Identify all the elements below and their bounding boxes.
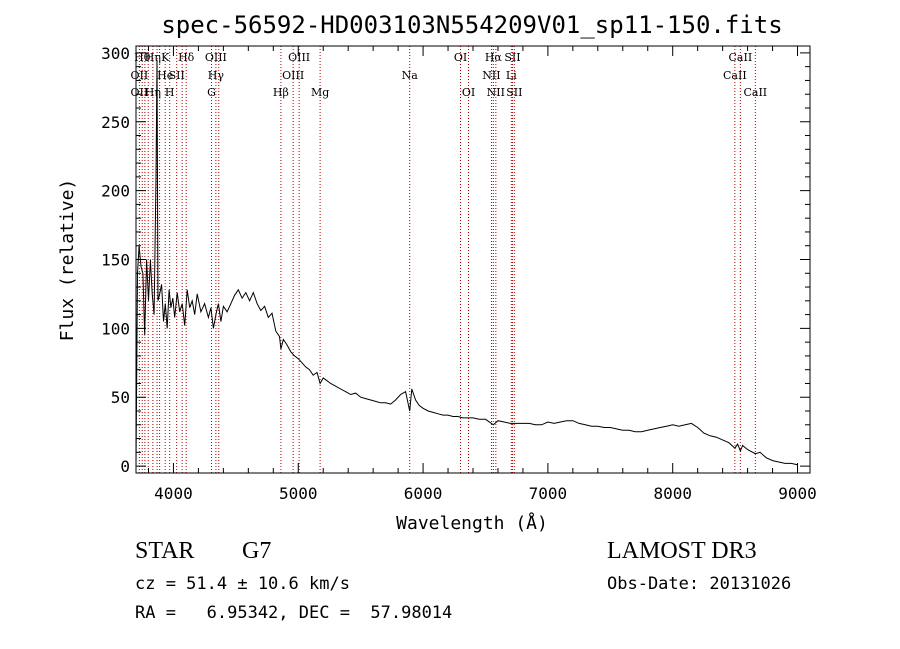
- y-tick-label: 300: [101, 44, 130, 63]
- y-axis-label: Flux (relative): [57, 179, 78, 342]
- line-label: OIII: [282, 69, 304, 82]
- line-label: Hβ: [273, 86, 289, 99]
- spectral-line-labels: OIIOIIHθHηHηKHeHSIIHδGOIIIHγHβOIIIOIIIMg…: [131, 51, 768, 99]
- line-label: CaII: [743, 86, 767, 99]
- x-tick-label: 6000: [404, 484, 443, 503]
- line-label: NII: [487, 86, 505, 99]
- spectrum-series: [135, 59, 798, 467]
- line-label: Hθ: [134, 51, 151, 64]
- x-tick-label: 5000: [279, 484, 318, 503]
- line-label: Hδ: [178, 51, 195, 64]
- line-label: NII: [482, 69, 500, 82]
- x-axis: 4000 5000 6000 7000 8000 9000: [147, 46, 817, 503]
- line-label: H: [165, 86, 175, 99]
- y-tick-label: 100: [101, 319, 130, 338]
- y-tick-label: 200: [101, 182, 130, 201]
- line-label: OI: [454, 51, 467, 64]
- y-axis: 0 50 100 150 200 250 300: [101, 44, 810, 476]
- y-tick-label: 150: [101, 251, 130, 270]
- line-label: G: [207, 86, 216, 99]
- line-label: Hη: [145, 51, 161, 64]
- spectrum-line: [135, 59, 798, 467]
- line-label: Hγ: [208, 69, 225, 82]
- line-label: CaII: [723, 69, 747, 82]
- line-label: OI: [462, 86, 475, 99]
- line-label: Hη: [145, 86, 161, 99]
- y-tick-label: 50: [111, 388, 130, 407]
- obs-date: Obs-Date: 20131026: [607, 574, 792, 594]
- line-label: Hα: [485, 51, 503, 64]
- line-label: CaII: [729, 51, 753, 64]
- y-tick-label: 0: [120, 457, 130, 476]
- survey-name: LAMOST DR3: [607, 538, 757, 564]
- line-label: Li: [506, 69, 517, 82]
- x-tick-label: 7000: [529, 484, 568, 503]
- line-label: SII: [504, 51, 520, 64]
- line-label: OII: [131, 69, 149, 82]
- line-label: SII: [506, 86, 522, 99]
- chart-title: spec-56592-HD003103N554209V01_sp11-150.f…: [161, 11, 782, 39]
- plot-frame: [135, 45, 811, 474]
- line-label: K: [161, 51, 170, 64]
- line-label: Na: [402, 69, 419, 82]
- object-subclass: G7: [242, 538, 272, 564]
- x-tick-label: 4000: [154, 484, 193, 503]
- line-label: OII: [131, 86, 149, 99]
- x-tick-label: 9000: [778, 484, 817, 503]
- line-label: He: [157, 69, 173, 82]
- line-label: SII: [169, 69, 185, 82]
- redshift-text: cz = 51.4 ± 10.6 km/s: [135, 574, 350, 594]
- line-label: OIII: [205, 51, 227, 64]
- x-axis-label: Wavelength (Å): [396, 512, 548, 534]
- line-label: Mg: [311, 86, 329, 99]
- y-tick-label: 250: [101, 113, 130, 132]
- object-class: STAR: [135, 538, 195, 564]
- x-tick-label: 8000: [653, 484, 692, 503]
- coordinates: RA = 6.95342, DEC = 57.98014: [135, 603, 453, 623]
- line-label: OIII: [288, 51, 310, 64]
- spectral-line-markers: [138, 46, 756, 473]
